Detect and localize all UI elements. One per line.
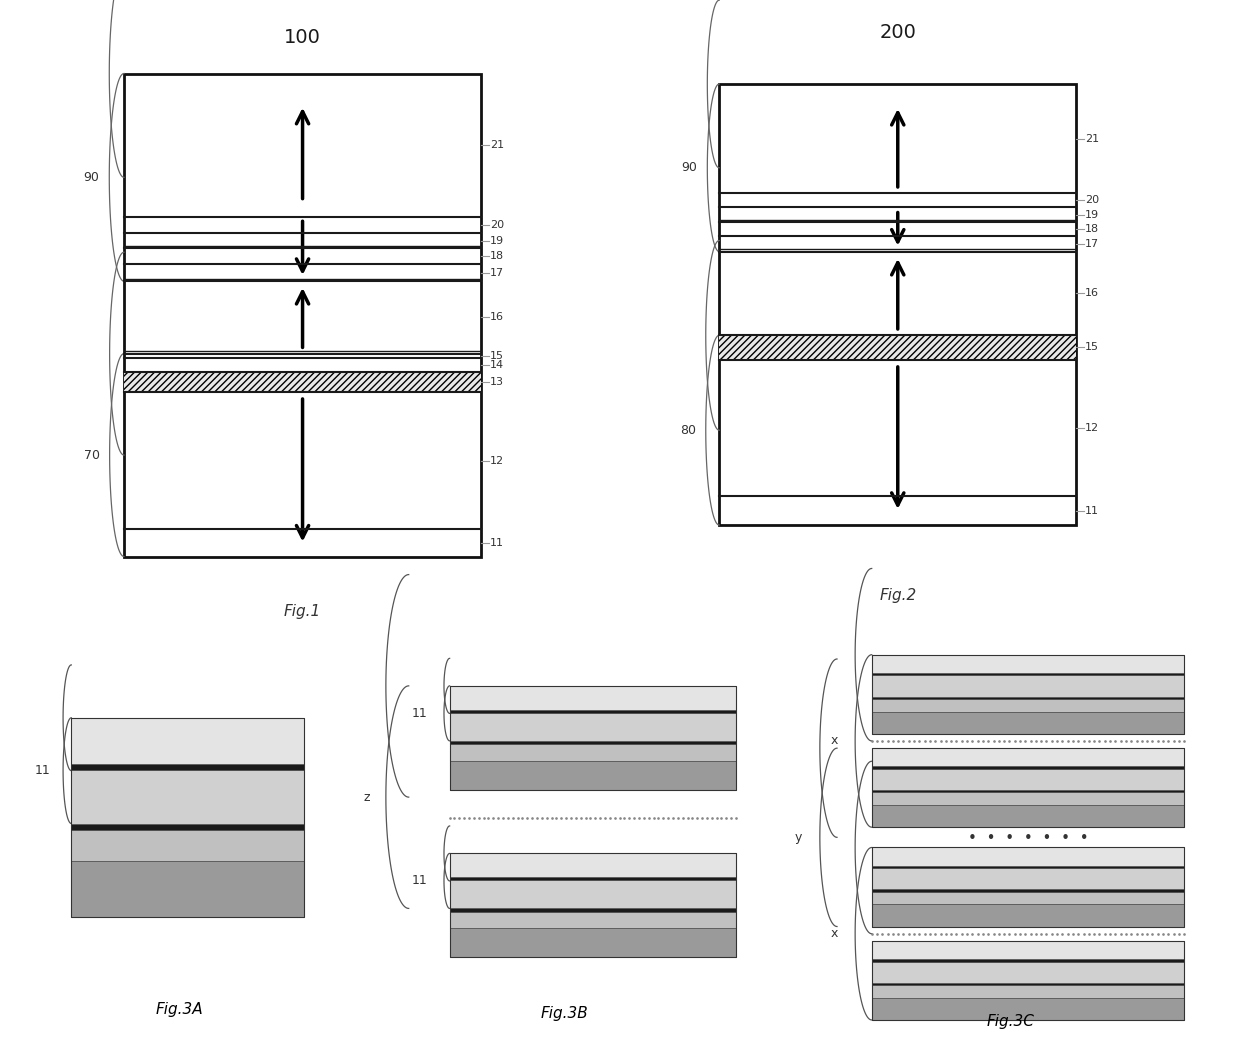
Bar [872, 766, 1184, 769]
Text: x: x [831, 927, 838, 940]
Text: 100: 100 [284, 28, 321, 47]
Text: 17: 17 [1085, 238, 1100, 249]
Bar [450, 880, 737, 908]
Text: 11: 11 [1085, 506, 1099, 516]
Bar [124, 372, 481, 393]
Bar [872, 655, 1184, 673]
Bar [450, 854, 737, 958]
Bar [71, 770, 304, 823]
Text: 15: 15 [490, 351, 503, 361]
Bar [71, 830, 304, 861]
Bar [872, 941, 1184, 1020]
Text: 70: 70 [84, 448, 99, 462]
Text: 17: 17 [490, 268, 505, 278]
Bar [872, 941, 1184, 959]
Text: 21: 21 [1085, 133, 1100, 144]
Text: •  •  •  •  •  •  •: • • • • • • • [967, 831, 1089, 846]
Bar [872, 673, 1184, 675]
Bar [450, 908, 737, 911]
Text: 90: 90 [83, 171, 99, 184]
Bar [450, 686, 737, 790]
Text: z: z [363, 791, 370, 803]
Bar [872, 790, 1184, 793]
Text: 18: 18 [1085, 224, 1100, 234]
Bar [872, 749, 1184, 827]
Text: 200: 200 [879, 23, 916, 42]
Bar [872, 805, 1184, 827]
Bar [450, 741, 737, 744]
Text: y: y [795, 831, 802, 844]
Bar [71, 861, 304, 918]
Text: 13: 13 [490, 377, 503, 387]
Bar [71, 718, 304, 918]
Bar [872, 769, 1184, 790]
Bar [124, 74, 481, 556]
Bar [450, 713, 737, 741]
Text: Fig.3A: Fig.3A [156, 1002, 203, 1017]
Text: Fig.2: Fig.2 [879, 588, 916, 603]
Bar [872, 959, 1184, 962]
Bar [719, 84, 1076, 525]
Bar [71, 823, 304, 830]
Text: 11: 11 [412, 707, 428, 720]
Bar [872, 985, 1184, 998]
Text: Fig.3B: Fig.3B [541, 1006, 588, 1021]
Text: 20: 20 [1085, 195, 1100, 206]
Bar [450, 710, 737, 713]
Text: Fig.3C: Fig.3C [987, 1014, 1034, 1029]
Bar [872, 868, 1184, 889]
Text: 14: 14 [490, 360, 505, 371]
Text: 18: 18 [490, 251, 505, 261]
Bar [450, 744, 737, 760]
Bar [872, 696, 1184, 699]
Bar [872, 891, 1184, 904]
Text: 80: 80 [680, 424, 696, 437]
Bar [872, 889, 1184, 891]
Text: 21: 21 [490, 141, 505, 150]
Bar [872, 699, 1184, 712]
Text: 90: 90 [682, 162, 697, 174]
Bar [872, 865, 1184, 868]
Text: Fig.1: Fig.1 [284, 604, 321, 618]
Bar [872, 962, 1184, 983]
Text: 16: 16 [1085, 289, 1099, 298]
Bar [872, 998, 1184, 1020]
Bar [450, 760, 737, 790]
Bar [872, 847, 1184, 926]
Text: 12: 12 [490, 456, 505, 466]
Bar [450, 911, 737, 928]
Text: 16: 16 [490, 313, 503, 322]
Text: 19: 19 [490, 235, 505, 246]
Bar [872, 904, 1184, 926]
Text: 11: 11 [412, 875, 428, 887]
Text: 11: 11 [35, 764, 51, 777]
Bar [71, 763, 304, 770]
Bar [872, 983, 1184, 985]
Text: 15: 15 [1085, 342, 1099, 353]
Text: x: x [831, 734, 838, 748]
Bar [872, 749, 1184, 766]
Bar [719, 335, 1076, 359]
Text: 19: 19 [1085, 210, 1100, 219]
Bar [872, 655, 1184, 734]
Bar [450, 928, 737, 958]
Bar [450, 686, 737, 710]
Bar [872, 793, 1184, 805]
Text: 11: 11 [490, 538, 503, 548]
Bar [450, 878, 737, 880]
Bar [872, 712, 1184, 734]
Text: 20: 20 [490, 219, 505, 230]
Bar [872, 675, 1184, 696]
Bar [872, 847, 1184, 865]
Text: 12: 12 [1085, 423, 1100, 433]
Bar [450, 854, 737, 878]
Bar [71, 718, 304, 763]
